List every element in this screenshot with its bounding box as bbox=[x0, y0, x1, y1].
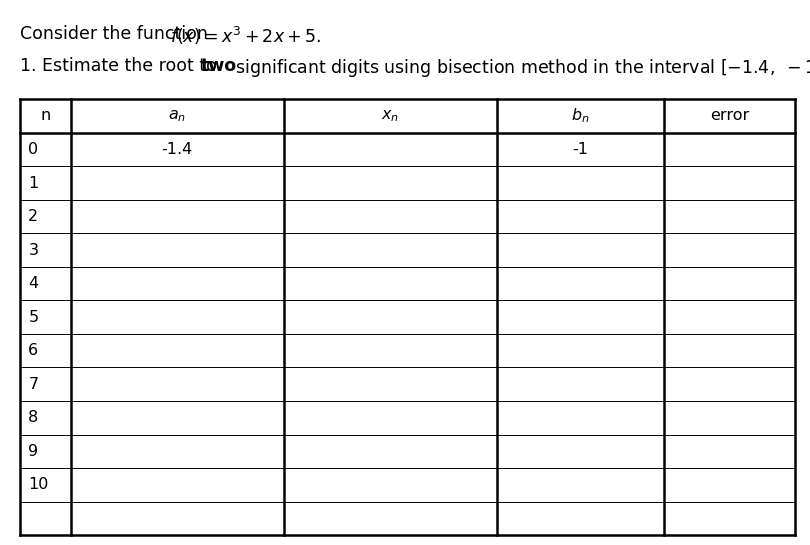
Text: Consider the function: Consider the function bbox=[20, 25, 220, 43]
Text: two: two bbox=[201, 57, 237, 75]
Text: -1: -1 bbox=[573, 142, 588, 157]
Text: 8: 8 bbox=[28, 410, 39, 425]
Text: $a_n$: $a_n$ bbox=[168, 108, 186, 124]
Text: 1: 1 bbox=[28, 175, 39, 191]
Text: $x_n$: $x_n$ bbox=[382, 108, 399, 124]
Text: significant digits using bisection method in the interval $[-1.4,\ -1]$.: significant digits using bisection metho… bbox=[230, 57, 810, 79]
Text: 10: 10 bbox=[28, 477, 49, 492]
Text: n: n bbox=[40, 108, 50, 124]
Text: 7: 7 bbox=[28, 377, 39, 392]
Text: 5: 5 bbox=[28, 310, 39, 325]
Text: $f(x) = x^3 + 2x + 5.$: $f(x) = x^3 + 2x + 5.$ bbox=[170, 25, 322, 47]
Text: 9: 9 bbox=[28, 444, 39, 459]
Text: 2: 2 bbox=[28, 209, 39, 224]
Text: 6: 6 bbox=[28, 343, 39, 358]
Text: error: error bbox=[710, 108, 749, 124]
Text: 0: 0 bbox=[28, 142, 39, 157]
Text: 3: 3 bbox=[28, 243, 38, 258]
Text: 1. Estimate the root to: 1. Estimate the root to bbox=[20, 57, 223, 75]
Text: 4: 4 bbox=[28, 276, 39, 291]
Text: $b_n$: $b_n$ bbox=[571, 107, 590, 125]
Text: -1.4: -1.4 bbox=[162, 142, 193, 157]
